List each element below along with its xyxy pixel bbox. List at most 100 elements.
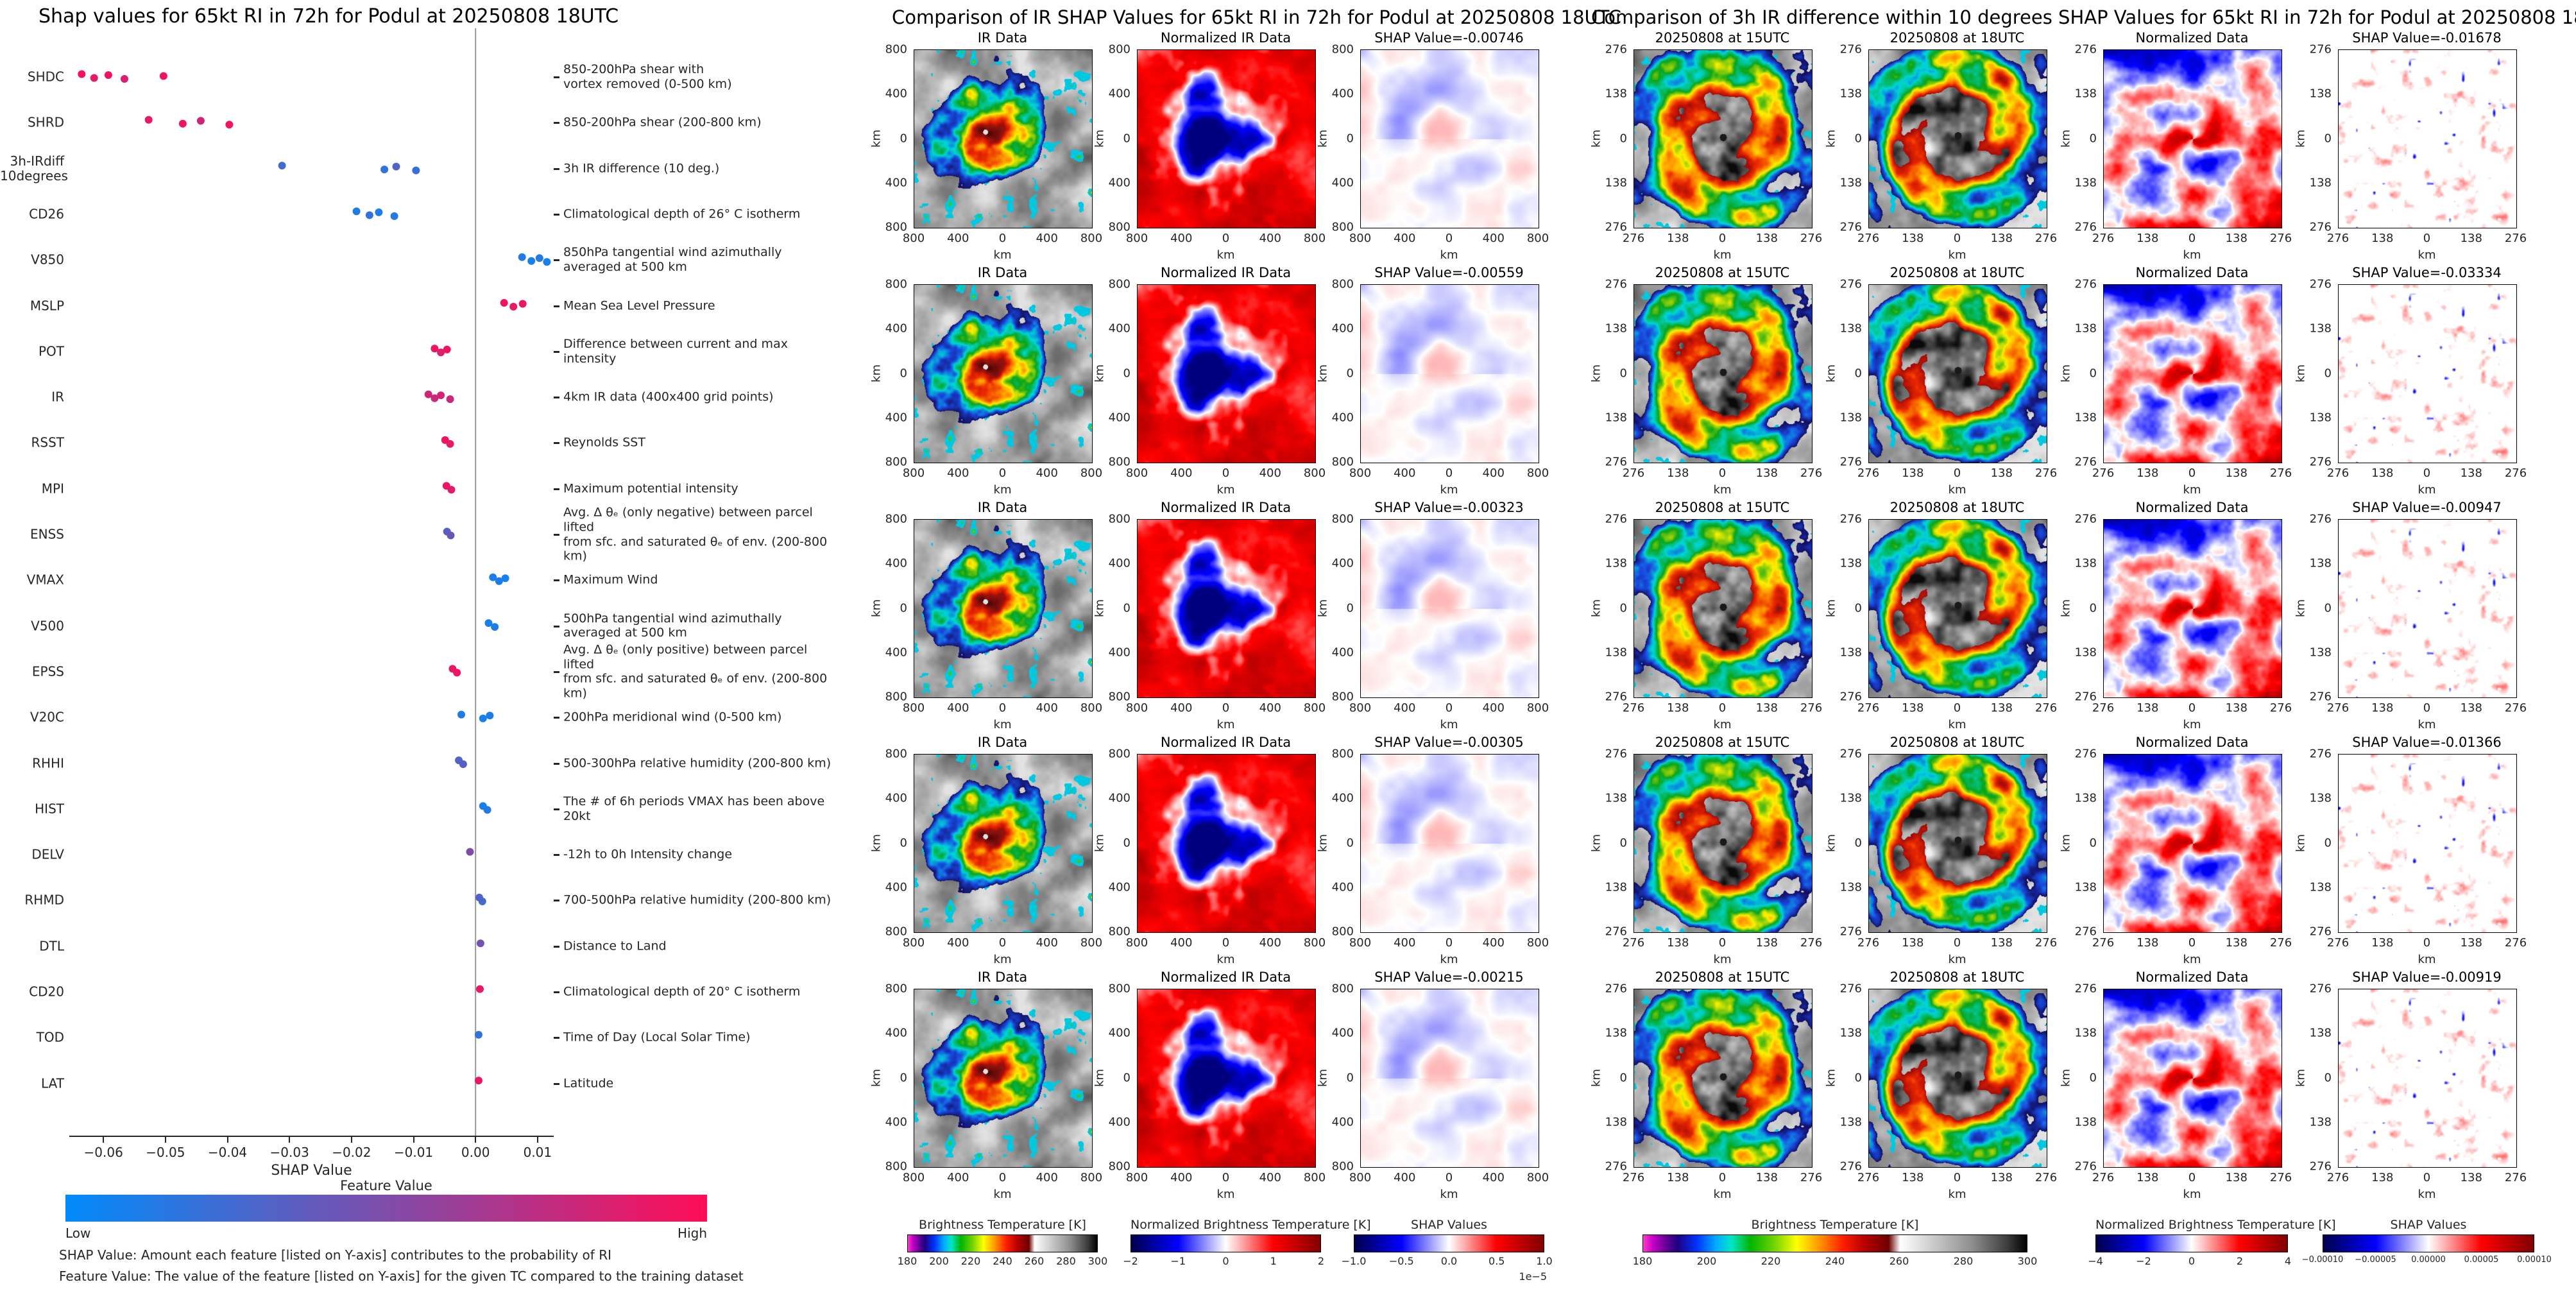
y-tick-label: 138 <box>1839 411 1862 425</box>
y-axis-label: km <box>2059 599 2073 617</box>
y-tick-label: 800 <box>1331 925 1354 939</box>
subplot-title: 20250808 at 18UTC <box>1889 500 2025 515</box>
y-tick-label: 276 <box>1839 1159 1862 1174</box>
colorbar-tick-label: −0.00010 <box>2301 1255 2344 1265</box>
y-tick-label: 800 <box>1108 925 1130 939</box>
x-tick-label: 276 <box>2269 466 2292 480</box>
y-tick-label: 400 <box>885 321 907 336</box>
y-tick-label: 800 <box>1331 982 1354 996</box>
y-tick-label: 276 <box>2074 277 2097 291</box>
y-tick-label: 0 <box>1619 836 1627 849</box>
y-tick-label: 276 <box>1605 690 1627 704</box>
x-tick-label: 138 <box>2460 701 2482 715</box>
feature-label: DELV <box>31 846 64 862</box>
x-tick-label: 276 <box>2269 936 2292 950</box>
shap-point <box>431 345 439 353</box>
colorbar-tick-label: 0.00005 <box>2464 1255 2499 1265</box>
y-tick-label: 276 <box>2309 747 2332 761</box>
y-tick-label: 800 <box>1108 512 1130 526</box>
y-axis-label: km <box>2059 833 2073 852</box>
x-tick-label: 138 <box>1667 466 1689 480</box>
subplot-title: IR Data <box>977 735 1028 750</box>
x-tick-label: −0.03 <box>269 1145 309 1160</box>
x-tick-label: 276 <box>2326 936 2350 950</box>
subplot-title: Normalized IR Data <box>1160 735 1292 750</box>
x-tick-label: 138 <box>2460 1171 2482 1184</box>
x-tick-label: 276 <box>2034 936 2058 950</box>
y-tick-label: 400 <box>1108 1115 1130 1129</box>
x-tick-label: 276 <box>2326 701 2350 715</box>
x-tick-label: 400 <box>1170 1171 1193 1184</box>
map-subplot: 20250808 at 15UTC 276 276 138 138 0 0 138 138 276… <box>1590 735 1823 966</box>
shap-values-colorbar: SHAP Values −0.00010 −0.00005 0.00000 0.0000… <box>2302 1218 2552 1265</box>
colorbar-tick-label: −2 <box>1123 1255 1138 1267</box>
x-tick-label: 138 <box>1990 1171 2013 1184</box>
x-tick-label: 400 <box>1482 701 1505 715</box>
x-tick-label: 400 <box>1036 466 1058 480</box>
shap-point <box>457 710 465 719</box>
x-tick-label: 138 <box>2225 936 2248 950</box>
x-tick-label: −0.02 <box>332 1145 371 1160</box>
y-tick-label: 276 <box>1605 42 1627 56</box>
y-axis-label: km <box>1824 364 1838 382</box>
y-tick-label: 800 <box>1108 455 1130 469</box>
y-tick-label: 276 <box>2309 42 2332 56</box>
y-tick-label: 0 <box>1346 132 1354 145</box>
x-tick-label: 800 <box>902 701 925 715</box>
map-subplot: 20250808 at 18UTC 276 276 138 138 0 0 138 138 276… <box>1825 265 2058 497</box>
x-tick-label: 0 <box>1953 466 1961 480</box>
y-tick-label: 276 <box>1605 982 1627 996</box>
colorbar-tick-label: −0.5 <box>1388 1255 1414 1267</box>
shap-point <box>500 299 508 307</box>
x-tick-label: 400 <box>1036 1171 1058 1184</box>
subplot-title: Normalized Data <box>2135 735 2249 750</box>
shap-values-canvas <box>1360 284 1539 463</box>
x-tick-label: 0 <box>1718 936 1727 950</box>
subplot-title: IR Data <box>977 30 1028 46</box>
x-tick-mark <box>164 1137 166 1143</box>
x-tick-label: 0 <box>2188 232 2196 245</box>
x-axis-label: km <box>1216 483 1235 497</box>
shap-values-diff-canvas <box>2338 754 2517 933</box>
panel-title: Comparison of 3h IR difference within 10… <box>1591 6 2576 28</box>
map-subplot: Normalized IR Data 800 800 400 400 0 0 400 400 80… <box>1093 30 1326 262</box>
x-tick-label: 800 <box>1080 701 1103 715</box>
y-tick-label: 0 <box>1854 1071 1862 1084</box>
colorbar-tick-label: 280 <box>1953 1255 1974 1267</box>
y-tick-label: 276 <box>2309 925 2332 939</box>
y-tick-label: 138 <box>1605 880 1627 894</box>
normalized-ir-canvas <box>1137 989 1316 1168</box>
y-tick-label: 0 <box>1123 132 1130 145</box>
x-axis-label: km <box>993 483 1012 497</box>
subplot-title: SHAP Value=-0.03334 <box>2352 265 2502 280</box>
colorbar-tick-label: 0 <box>1222 1255 1229 1267</box>
colorbar-tick-label: 0.00010 <box>2517 1255 2552 1265</box>
shap-point <box>78 70 86 78</box>
x-axis-label: km <box>1440 483 1458 497</box>
y-axis-label: km <box>2059 364 2073 382</box>
x-tick-label: 400 <box>947 1171 969 1184</box>
x-axis-label: km <box>2183 248 2201 262</box>
colorbar-tick-label: 240 <box>993 1255 1012 1267</box>
feature-label: V20C <box>30 709 64 725</box>
x-tick-label: 800 <box>1349 936 1372 950</box>
colorbar-gradient <box>1354 1234 1544 1252</box>
subplot-title: SHAP Value=-0.00746 <box>1374 30 1524 46</box>
y-tick-label: 138 <box>1605 1026 1627 1040</box>
y-axis-label: km <box>2294 129 2308 148</box>
subplot-title: SHAP Value=-0.01366 <box>2352 735 2502 750</box>
y-tick-label: 0 <box>900 366 907 380</box>
feature-label: MSLP <box>30 298 64 313</box>
feature-description: Reynolds SST <box>563 435 645 450</box>
x-tick-label: 0 <box>998 701 1007 715</box>
colorbar-tick-label: 0 <box>2188 1255 2196 1267</box>
feature-label: VMAX <box>26 572 64 588</box>
brightness-temperature-colorbar: Brightness Temperature [K] 180 200 220 240 26… <box>898 1218 1108 1267</box>
colorbar-tick-label: 4 <box>2284 1255 2292 1267</box>
x-tick-label: 138 <box>1755 466 1778 480</box>
shap-point <box>365 211 373 219</box>
y-tick-label: 0 <box>1619 601 1627 615</box>
colorbar-tick-label: 1 <box>1270 1255 1277 1267</box>
colorbar-label: SHAP Values <box>1411 1218 1487 1232</box>
